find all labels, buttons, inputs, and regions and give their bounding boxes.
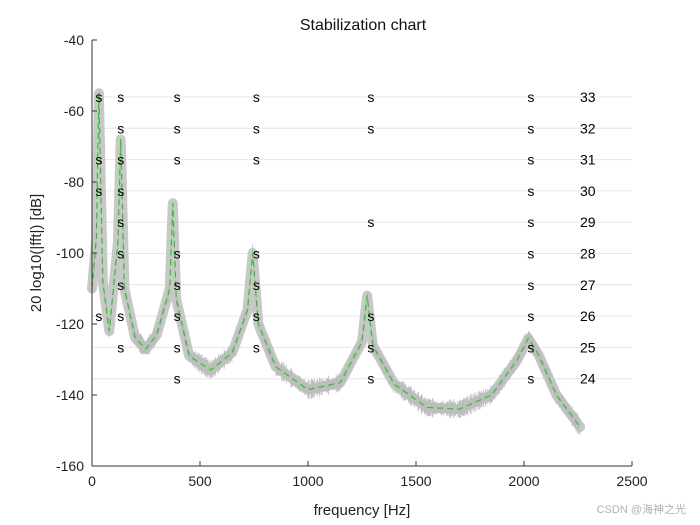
stabilization-mark: s [117, 152, 124, 168]
x-tick-label: 1000 [292, 473, 323, 489]
x-tick-label: 2500 [616, 473, 647, 489]
watermark: CSDN @海神之光 [596, 504, 686, 516]
noise-texture [91, 95, 581, 435]
x-axis-label: frequency [Hz] [314, 502, 411, 519]
model-order-label: 26 [580, 308, 596, 324]
model-order-label: 25 [580, 339, 596, 355]
stabilization-mark: s [117, 89, 124, 105]
stabilization-mark: s [367, 120, 374, 136]
y-tick-label: -60 [64, 103, 84, 119]
stabilization-mark: s [527, 277, 534, 293]
stabilization-mark: s [367, 89, 374, 105]
model-order-label: 27 [580, 277, 596, 293]
stabilization-mark: s [367, 371, 374, 387]
stabilization-mark: s [527, 371, 534, 387]
stabilization-mark: s [117, 246, 124, 262]
stabilization-mark: s [174, 246, 181, 262]
stabilization-mark: s [253, 246, 260, 262]
model-order-label: 28 [580, 246, 596, 262]
stabilization-mark: s [174, 120, 181, 136]
stabilization-mark: s [527, 214, 534, 230]
model-order-label: 33 [580, 89, 596, 105]
stabilization-mark: s [95, 308, 102, 324]
model-order-labels: 33 32 31 30 29 28 27 26 25 24 [580, 89, 596, 387]
model-order-label: 29 [580, 214, 596, 230]
stabilization-mark: s [117, 183, 124, 199]
stabilization-mark: s [253, 339, 260, 355]
stabilization-mark: s [367, 308, 374, 324]
stabilization-mark: s [527, 246, 534, 262]
stabilization-mark: s [95, 89, 102, 105]
stabilization-mark: s [253, 277, 260, 293]
y-tick-label: -40 [64, 32, 84, 48]
model-order-label: 32 [580, 120, 596, 136]
y-tick-label: -80 [64, 174, 84, 190]
stabilization-mark: s [253, 308, 260, 324]
stabilization-marks: s s s s s ss s s s ss s s s ss s ss s ss s s ss s s ss s s s s ss s s s… [95, 89, 534, 387]
stabilization-mark: s [253, 120, 260, 136]
y-axis-label: 20 log10(|fft|) [dB] [28, 194, 45, 312]
stabilization-mark: s [117, 214, 124, 230]
y-tick-label: -120 [56, 316, 84, 332]
stabilization-mark: s [527, 120, 534, 136]
stabilization-mark: s [527, 183, 534, 199]
fit-lines [91, 92, 581, 428]
stabilization-mark: s [527, 89, 534, 105]
chart-title: Stabilization chart [300, 17, 427, 34]
stabilization-mark: s [527, 339, 534, 355]
x-tick-label: 2000 [508, 473, 539, 489]
stabilization-mark: s [174, 89, 181, 105]
model-order-label: 31 [580, 152, 596, 168]
y-tick-label: -140 [56, 387, 84, 403]
stabilization-mark: s [117, 339, 124, 355]
stabilization-mark: s [117, 277, 124, 293]
stabilization-mark: s [174, 308, 181, 324]
stabilization-mark: s [117, 308, 124, 324]
stabilization-mark: s [367, 339, 374, 355]
x-tick-label: 1500 [400, 473, 431, 489]
stabilization-mark: s [117, 120, 124, 136]
x-tick-label: 0 [88, 473, 96, 489]
y-tick-label: -100 [56, 245, 84, 261]
x-tick-label: 500 [188, 473, 212, 489]
fit-line-series [91, 92, 581, 428]
stabilization-mark: s [95, 183, 102, 199]
model-order-label: 30 [580, 183, 596, 199]
x-axis-ticks: 0 500 1000 1500 2000 2500 [88, 461, 648, 489]
model-order-label: 24 [580, 371, 596, 387]
stabilization-mark: s [527, 152, 534, 168]
stabilization-mark: s [95, 152, 102, 168]
noise-band [87, 88, 586, 435]
stabilization-mark: s [174, 371, 181, 387]
stabilization-mark: s [527, 308, 534, 324]
stabilization-mark: s [174, 152, 181, 168]
stabilization-mark: s [253, 152, 260, 168]
y-axis-ticks: -160 -140 -120 -100 -80 -60 -40 [56, 32, 97, 474]
stabilization-mark: s [367, 214, 374, 230]
stabilization-mark: s [174, 339, 181, 355]
y-tick-label: -160 [56, 458, 84, 474]
stabilization-mark: s [253, 89, 260, 105]
stabilization-mark: s [174, 277, 181, 293]
